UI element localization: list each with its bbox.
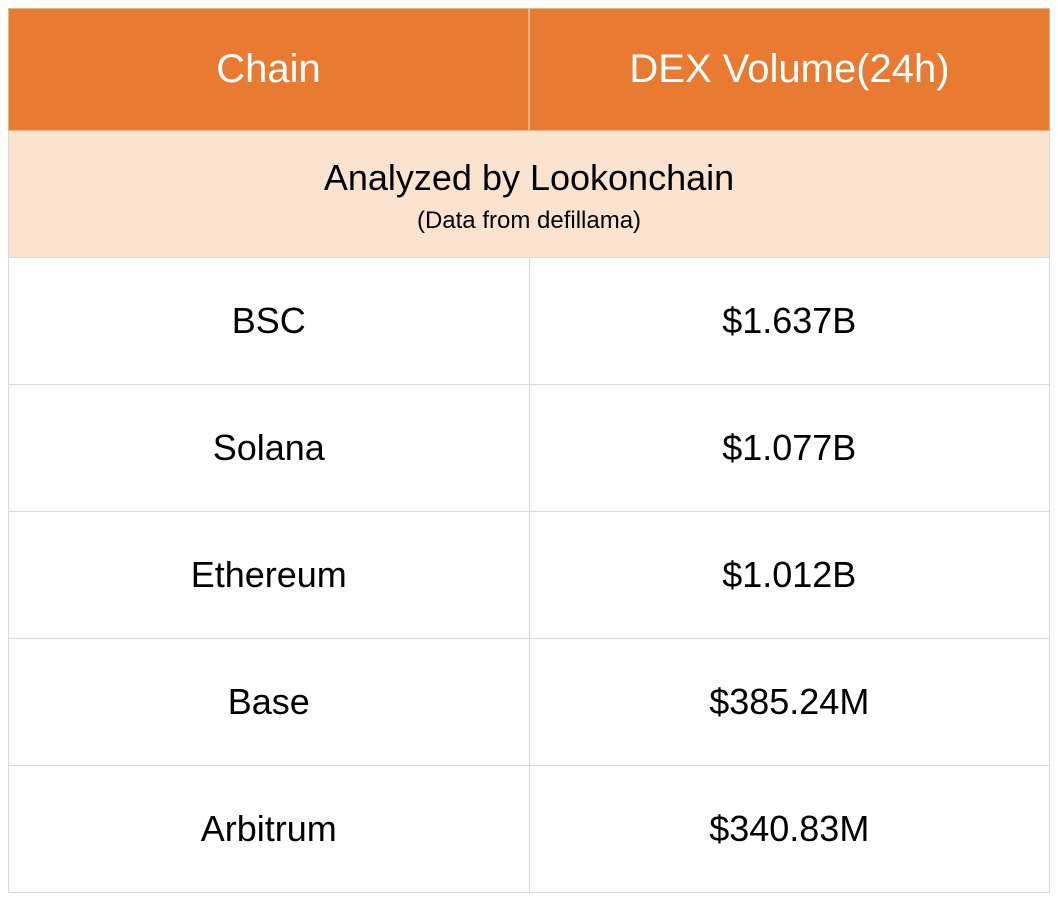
cell-volume: $1.077B (529, 385, 1051, 512)
cell-volume: $1.637B (529, 258, 1051, 385)
subtitle-main: Analyzed by Lookonchain (19, 157, 1039, 199)
table-row: Arbitrum $340.83M (8, 766, 1050, 893)
dex-volume-table: Chain DEX Volume(24h) Analyzed by Lookon… (8, 8, 1050, 893)
header-volume: DEX Volume(24h) (529, 8, 1050, 131)
cell-chain: Solana (8, 385, 529, 512)
table-row: BSC $1.637B (8, 258, 1050, 385)
table-row: Ethereum $1.012B (8, 512, 1050, 639)
cell-chain: BSC (8, 258, 529, 385)
cell-chain: Arbitrum (8, 766, 529, 893)
cell-chain: Ethereum (8, 512, 529, 639)
table-row: Solana $1.077B (8, 385, 1050, 512)
cell-volume: $340.83M (529, 766, 1051, 893)
subtitle-sub: (Data from defillama) (19, 207, 1039, 235)
cell-chain: Base (8, 639, 529, 766)
table-row: Base $385.24M (8, 639, 1050, 766)
table-subtitle-row: Analyzed by Lookonchain (Data from defil… (8, 131, 1050, 258)
cell-volume: $1.012B (529, 512, 1051, 639)
header-chain: Chain (8, 8, 529, 131)
table-header-row: Chain DEX Volume(24h) (8, 8, 1050, 131)
cell-volume: $385.24M (529, 639, 1051, 766)
